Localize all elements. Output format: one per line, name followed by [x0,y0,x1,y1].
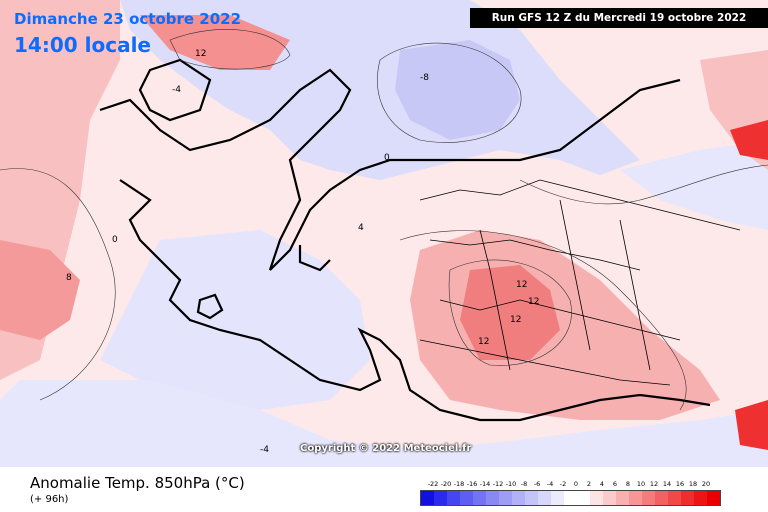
legend-tick-label: -12 [492,480,504,488]
contour-label: -4 [260,445,269,455]
legend-color-swatch [694,491,707,505]
legend-tick-label: 20 [701,480,711,488]
legend-color-swatch [629,491,642,505]
copyright-notice: Copyright © 2022 Meteociel.fr [300,443,472,454]
cold-anomaly-region-atlantic [100,230,370,410]
legend-color-swatch [473,491,486,505]
legend-tick-label: -8 [520,480,528,488]
contour-label: -8 [420,73,429,83]
cold-anomaly-region-east [620,140,768,230]
contour-labels: 12 -4 0 4 -8 8 12 12 12 12 -4 0 [66,49,539,455]
contour-label: 0 [384,153,390,163]
legend-color-swatch [434,491,447,505]
contour-label: 12 [478,337,489,347]
legend-color-swatch [681,491,694,505]
legend-color-swatch [499,491,512,505]
legend-tick-label: 14 [662,480,672,488]
legend-tick-label: -20 [440,480,452,488]
legend-color-swatch [421,491,434,505]
cold-anomaly-core [395,40,520,140]
legend-color-swatch [460,491,473,505]
legend-color-swatch [551,491,564,505]
legend-color-swatch [590,491,603,505]
legend-tick-label: 8 [625,480,631,488]
coastlines [99,58,711,422]
contour-label: 12 [195,49,206,59]
legend-color-swatch [616,491,629,505]
variable-title: Anomalie Temp. 850hPa (°C) [30,474,245,492]
forecast-time: 14:00 locale [14,33,151,57]
legend-tick-label: -6 [533,480,541,488]
legend-tick-label: -14 [479,480,491,488]
legend-tick-label: -10 [505,480,517,488]
legend-tick-label: -4 [546,480,554,488]
legend-tick-label: 0 [573,480,579,488]
legend-color-swatch [525,491,538,505]
legend-tick-label: 18 [688,480,698,488]
legend-color-swatch [577,491,590,505]
legend-tick-labels: -22 -20 -18 -16 -14 -12 -10 -8 -6 -4 -2 0 2 4 6 8 10 12 14… [408,480,758,490]
legend-color-swatch [707,491,720,505]
warm-spot-northeast [730,120,768,160]
legend-color-swatch [564,491,577,505]
contour-label: -4 [172,85,181,95]
legend-color-swatch [447,491,460,505]
legend-tick-label: -18 [453,480,465,488]
legend-color-swatch [512,491,525,505]
contour-label: 12 [510,315,521,325]
model-run-banner: Run GFS 12 Z du Mercredi 19 octobre 2022 [470,8,768,28]
color-legend [420,490,721,506]
legend-color-swatch [655,491,668,505]
forecast-date: Dimanche 23 octobre 2022 [14,10,242,28]
warm-anomaly-region-nw-core [0,240,80,340]
contour-label: 12 [516,280,527,290]
legend-tick-label: -22 [427,480,439,488]
legend-color-swatch [642,491,655,505]
warm-spot-southeast [735,400,768,450]
legend-tick-label: 10 [636,480,646,488]
legend-tick-label: 2 [586,480,592,488]
weather-map: 12 -4 0 4 -8 8 12 12 12 12 -4 0 [0,0,768,467]
legend-tick-label: 6 [612,480,618,488]
contour-label: 0 [112,235,118,245]
contour-label: 8 [66,273,72,283]
warm-anomaly-region-greenland [140,15,290,70]
legend-tick-label: 12 [649,480,659,488]
warm-anomaly-region-alps-core [460,265,560,360]
lead-time: (+ 96h) [30,494,69,505]
country-borders [419,179,741,386]
cold-anomaly-region-south [0,380,768,467]
legend-color-swatch [668,491,681,505]
legend-tick-label: 16 [675,480,685,488]
contour-lines [0,29,768,411]
contour-label: 12 [528,297,539,307]
legend-tick-label: 4 [599,480,605,488]
legend-color-swatch [603,491,616,505]
legend-tick-label: -16 [466,480,478,488]
contour-label: 4 [358,223,364,233]
legend-tick-label: -2 [559,480,567,488]
legend-color-swatch [538,491,551,505]
legend-color-swatch [486,491,499,505]
